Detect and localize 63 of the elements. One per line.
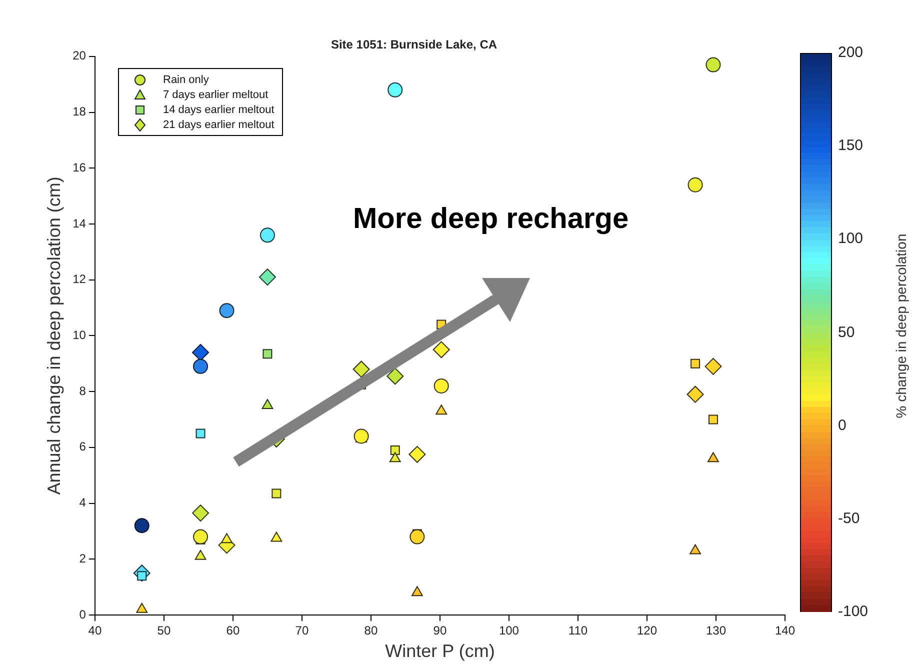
y-tick-label: 2 [79,551,86,566]
x-tick-label: 50 [157,624,171,638]
point [412,586,423,596]
color-bar-label: 200 [838,44,864,62]
x-axis-title: Winter P (cm) [385,641,495,662]
point [690,358,700,368]
point [194,550,206,560]
color-bar-label: -50 [838,510,860,528]
point [390,445,400,455]
y-tick-label: 6 [79,440,86,454]
color-bar-label: 150 [838,137,864,156]
point [272,488,282,498]
point [690,544,701,554]
y-tick-label: 4 [79,496,86,510]
point [708,414,718,424]
point [260,228,275,243]
y-tick-label: 10 [72,328,86,342]
point [706,57,721,72]
x-tick-label: 70 [295,624,309,638]
x-tick-label: 60 [226,624,240,638]
point [192,344,210,361]
point [258,268,276,286]
y-tick-label: 20 [72,48,86,63]
point [389,452,401,462]
point [262,399,274,410]
y-tick-label: 16 [72,160,86,174]
color-bar-label: 50 [838,324,855,342]
y-tick-label: 8 [79,384,86,398]
point [193,358,208,374]
y-tick-label: 18 [72,104,86,119]
legend-label: 7 days earlier meltout [163,88,268,100]
point [219,303,234,318]
x-tick-label: 90 [433,624,447,638]
y-tick-label: 12 [72,272,86,286]
x-tick-label: 80 [364,624,378,638]
point [192,504,210,522]
point [388,82,403,98]
point [386,368,404,385]
annotation: More deep recharge [353,203,629,236]
x-tick-label: 140 [774,624,796,638]
y-tick-label: 0 [79,607,86,622]
y-tick-label: 14 [72,216,86,230]
point [708,452,719,462]
color-bar-title: % change in deep percolation [893,232,909,420]
x-tick-label: 110 [568,624,588,638]
legend-label: 21 days earlier meltout [163,118,274,130]
point [193,529,208,544]
x-tick-label: 120 [636,624,658,638]
point [196,428,206,438]
x-tick-label: 130 [706,624,726,638]
x-tick-label: 40 [88,624,102,638]
legend-label: Rain only [163,74,209,86]
point [688,177,703,192]
chart-title: Site 1051: Burnside Lake, CA [330,38,498,52]
color-bar-label: 0 [838,416,846,435]
color-bar-label: -100 [838,603,868,621]
color-bar-label: 100 [838,230,864,248]
y-axis-title: Annual change in deep percolation (cm) [44,176,64,495]
point [134,518,150,534]
point [352,360,370,378]
legend-label: 14 days earlier meltout [163,104,274,116]
x-tick-label: 100 [498,624,520,638]
point [262,349,272,359]
